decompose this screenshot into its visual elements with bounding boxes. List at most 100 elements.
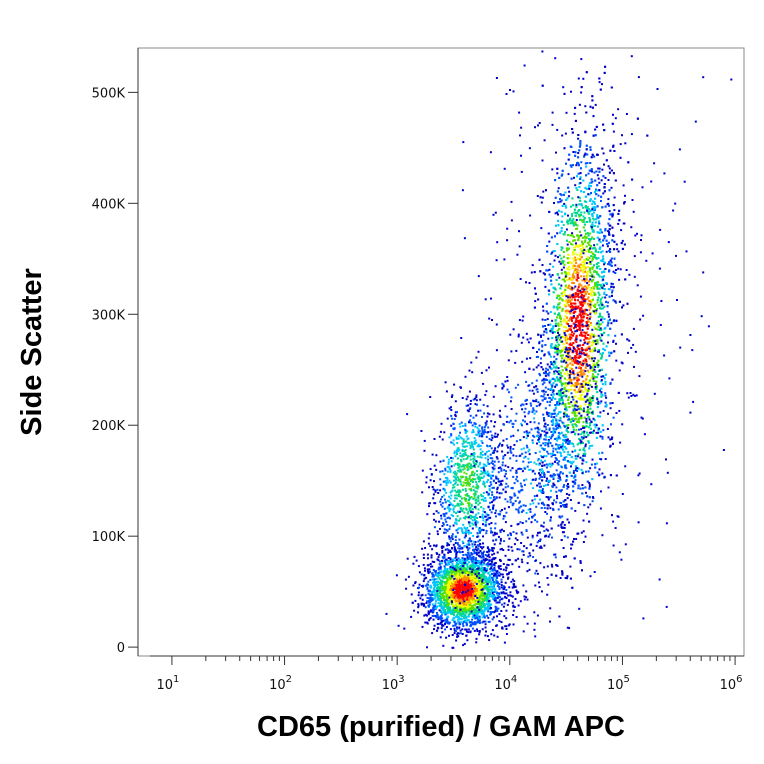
event-dot <box>480 564 483 567</box>
event-dot <box>483 581 486 584</box>
event-dot <box>478 633 481 636</box>
event-dot <box>445 570 448 573</box>
event-dot <box>423 439 426 442</box>
event-dot <box>461 559 464 562</box>
event-dot <box>493 425 496 428</box>
event-dot <box>444 628 447 631</box>
event-dot <box>450 536 453 539</box>
event-dot <box>480 506 483 509</box>
event-dot <box>443 494 445 497</box>
event-dot <box>451 486 454 489</box>
event-dot <box>459 551 462 554</box>
event-dot <box>444 498 446 501</box>
event-dot <box>433 583 435 586</box>
event-dot <box>501 444 504 447</box>
event-dot <box>425 576 428 579</box>
event-dot <box>493 552 496 555</box>
event-dot <box>464 579 467 582</box>
event-dot <box>486 598 489 601</box>
event-dot <box>430 554 433 557</box>
event-dot <box>458 434 461 437</box>
event-dot <box>433 578 436 581</box>
event-dot <box>451 535 454 538</box>
event-dot <box>452 484 455 487</box>
event-dot <box>469 447 472 450</box>
event-dot <box>429 599 432 602</box>
event-dot <box>459 507 462 509</box>
event-dot <box>464 553 467 556</box>
event-dot <box>437 586 440 588</box>
event-dot <box>492 594 495 596</box>
event-dot <box>426 586 429 589</box>
event-dot <box>488 559 491 562</box>
event-dot <box>464 424 467 427</box>
event-dot <box>443 597 446 600</box>
event-dot <box>440 546 443 549</box>
event-dot <box>476 630 479 632</box>
event-dot <box>483 587 486 590</box>
event-dot <box>468 555 471 558</box>
event-dot <box>459 480 462 483</box>
event-dot <box>447 615 450 618</box>
event-dot <box>456 613 459 616</box>
event-dot <box>454 623 457 626</box>
event-dot <box>453 383 456 386</box>
event-dot <box>456 453 458 456</box>
event-dot <box>423 614 426 617</box>
event-dot <box>428 502 431 505</box>
event-dot <box>459 452 462 455</box>
event-dot <box>481 429 484 432</box>
event-dot <box>454 494 457 497</box>
event-dot <box>465 531 468 534</box>
event-dot <box>469 610 471 613</box>
event-dot <box>439 567 442 570</box>
event-dot <box>463 559 466 562</box>
event-dot <box>468 465 471 468</box>
event-dot <box>443 507 446 510</box>
event-dot <box>456 411 458 414</box>
event-dot <box>447 572 450 575</box>
event-dot <box>488 489 491 492</box>
event-dot <box>461 569 464 572</box>
event-dot <box>455 575 458 577</box>
event-dot <box>497 446 499 449</box>
event-dot <box>427 580 430 583</box>
event-dot <box>472 562 475 565</box>
event-dot <box>470 571 473 573</box>
event-dot <box>467 585 470 588</box>
event-dot <box>448 583 451 586</box>
event-dot <box>457 504 460 507</box>
event-dot <box>437 572 440 574</box>
event-dot <box>468 488 471 491</box>
event-dot <box>458 571 461 574</box>
event-dot <box>475 628 478 631</box>
event-dot <box>487 474 490 477</box>
event-dot <box>486 558 489 561</box>
event-dot <box>498 444 501 447</box>
event-dot <box>511 595 514 598</box>
event-dot <box>446 477 449 480</box>
event-dot <box>431 615 434 617</box>
event-dot <box>466 438 469 441</box>
event-dot <box>468 608 471 611</box>
event-dot <box>488 413 491 416</box>
event-dot <box>474 439 477 442</box>
event-dot <box>448 479 451 482</box>
event-dot <box>468 595 471 598</box>
event-dot <box>451 575 454 578</box>
event-dot <box>480 556 483 559</box>
event-dot <box>492 474 494 477</box>
event-dot <box>462 452 465 455</box>
event-dot <box>498 593 501 596</box>
event-dot <box>476 473 479 476</box>
event-dot <box>499 480 502 483</box>
event-dot <box>492 597 494 600</box>
event-dot <box>460 617 463 620</box>
event-dot <box>431 592 434 595</box>
event-dot <box>441 617 444 620</box>
event-dot <box>462 621 465 624</box>
event-dot <box>429 584 432 587</box>
event-dot <box>451 634 454 636</box>
event-dot <box>467 541 470 544</box>
event-dot <box>494 435 497 438</box>
